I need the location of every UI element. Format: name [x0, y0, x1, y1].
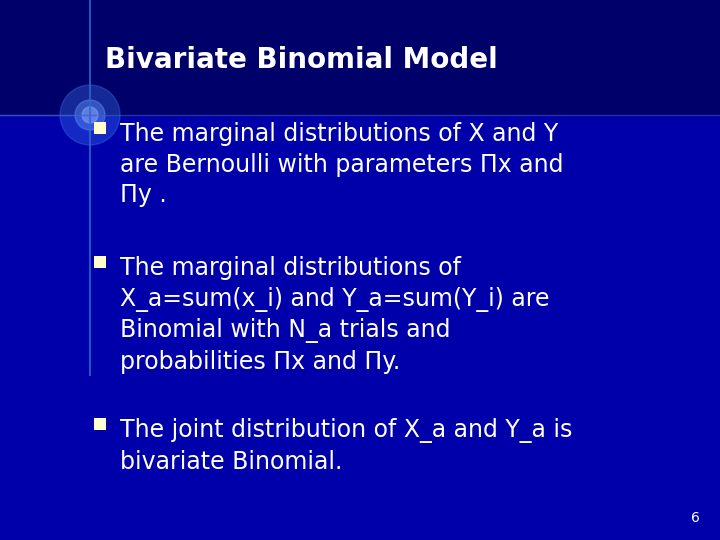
Text: 6: 6 — [691, 511, 700, 525]
Bar — [0, 0, 720, 115]
Text: The marginal distributions of
X_a=sum(x_i) and Y_a=sum(Y_i) are
Binomial with N_: The marginal distributions of X_a=sum(x_… — [120, 256, 549, 374]
Circle shape — [60, 85, 120, 145]
Text: The marginal distributions of X and Y
are Bernoulli with parameters Πx and
Πy .: The marginal distributions of X and Y ar… — [120, 122, 564, 207]
Text: The joint distribution of X_a and Y_a is
bivariate Binomial.: The joint distribution of X_a and Y_a is… — [120, 418, 572, 474]
Bar — [94, 256, 106, 268]
Bar — [94, 122, 106, 134]
Circle shape — [82, 107, 98, 123]
Text: Bivariate Binomial Model: Bivariate Binomial Model — [105, 46, 498, 74]
Circle shape — [75, 100, 105, 130]
Bar — [94, 418, 106, 430]
